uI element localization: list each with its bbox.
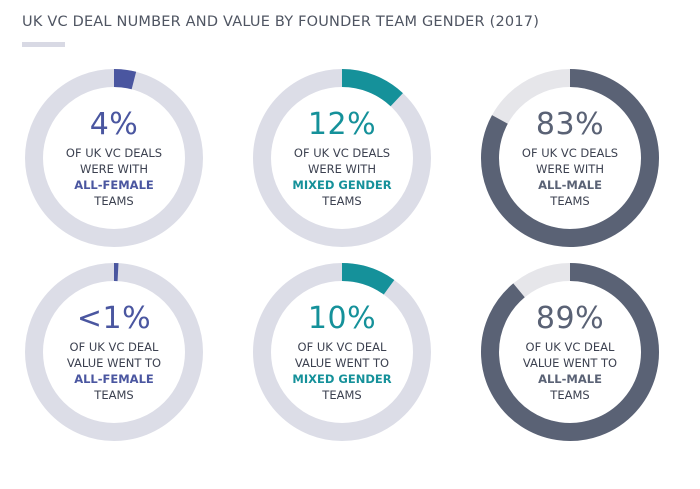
percentage-label: <1% — [76, 300, 152, 336]
donut-deal-number-mixed: 12% OF UK VC DEALS WERE WITH MIXED GENDER TE… — [249, 65, 435, 251]
team-type-label: MIXED GENDER — [292, 371, 392, 386]
percentage-label: 4% — [89, 106, 139, 142]
donut-svg — [481, 263, 659, 441]
donut-value-arc — [481, 69, 659, 247]
donut-deal-value-female: <1% OF UK VC DEAL VALUE WENT TO ALL-FEMALE T… — [21, 259, 207, 445]
description-line: OF UK VC DEALS — [521, 145, 619, 160]
team-type-label: ALL-FEMALE — [74, 177, 154, 192]
donut-svg — [25, 68, 203, 247]
team-type-label: ALL-MALE — [538, 371, 602, 386]
percentage-label: 10% — [307, 300, 377, 336]
donut-deal-number-male: 83% OF UK VC DEALS WERE WITH ALL-MALE TEAMS — [477, 65, 663, 251]
donut-deal-value-male: 89% OF UK VC DEAL VALUE WENT TO ALL-MALE TEA… — [477, 259, 663, 445]
description-line: WERE WITH — [308, 161, 376, 176]
donut-label-group: 12% OF UK VC DEALS WERE WITH MIXED GENDER TE… — [249, 65, 435, 251]
description-line: TEAMS — [550, 193, 590, 208]
description-line: TEAMS — [94, 387, 134, 402]
description-line: TEAMS — [322, 193, 362, 208]
donut-svg — [25, 262, 203, 441]
description-line: TEAMS — [550, 387, 590, 402]
donut-label-group: 89% OF UK VC DEAL VALUE WENT TO ALL-MALE TEA… — [477, 259, 663, 445]
description-line: VALUE WENT TO — [294, 355, 390, 370]
description-line: OF UK VC DEALS — [65, 145, 163, 160]
description-line: WERE WITH — [80, 161, 148, 176]
title-underline — [22, 42, 65, 47]
description-line: VALUE WENT TO — [522, 355, 618, 370]
team-type-label: ALL-MALE — [538, 177, 602, 192]
donut-label-group: <1% OF UK VC DEAL VALUE WENT TO ALL-FEMALE T… — [21, 259, 207, 445]
description-line: TEAMS — [94, 193, 134, 208]
percentage-label: 83% — [535, 106, 605, 142]
description-line: TEAMS — [322, 387, 362, 402]
description-line: VALUE WENT TO — [66, 355, 162, 370]
description-line: OF UK VC DEALS — [293, 145, 391, 160]
description-line: OF UK VC DEAL — [297, 339, 387, 354]
donut-svg — [481, 69, 659, 247]
description-line: OF UK VC DEAL — [69, 339, 159, 354]
donut-svg — [253, 69, 431, 247]
percentage-label: 12% — [307, 106, 377, 142]
description-line: WERE WITH — [536, 161, 604, 176]
donut-value-arc — [481, 263, 659, 441]
donut-label-group: 10% OF UK VC DEAL VALUE WENT TO MIXED GENDE… — [249, 259, 435, 445]
donut-value-arc — [113, 68, 137, 90]
chart-title: UK VC DEAL NUMBER AND VALUE BY FOUNDER T… — [22, 14, 540, 30]
donut-value-arc — [341, 263, 395, 295]
donut-svg — [253, 263, 431, 441]
donut-label-group: 4% OF UK VC DEALS WERE WITH ALL-FEMALE TEAMS — [21, 65, 207, 251]
donut-label-group: 83% OF UK VC DEALS WERE WITH ALL-MALE TEAMS — [477, 65, 663, 251]
donut-deal-number-female: 4% OF UK VC DEALS WERE WITH ALL-FEMALE TEAMS — [21, 65, 207, 251]
description-line: OF UK VC DEAL — [525, 339, 615, 354]
team-type-label: MIXED GENDER — [292, 177, 392, 192]
percentage-label: 89% — [535, 300, 605, 336]
donut-value-arc — [341, 69, 403, 107]
team-type-label: ALL-FEMALE — [74, 371, 154, 386]
donut-deal-value-mixed: 10% OF UK VC DEAL VALUE WENT TO MIXED GENDE… — [249, 259, 435, 445]
